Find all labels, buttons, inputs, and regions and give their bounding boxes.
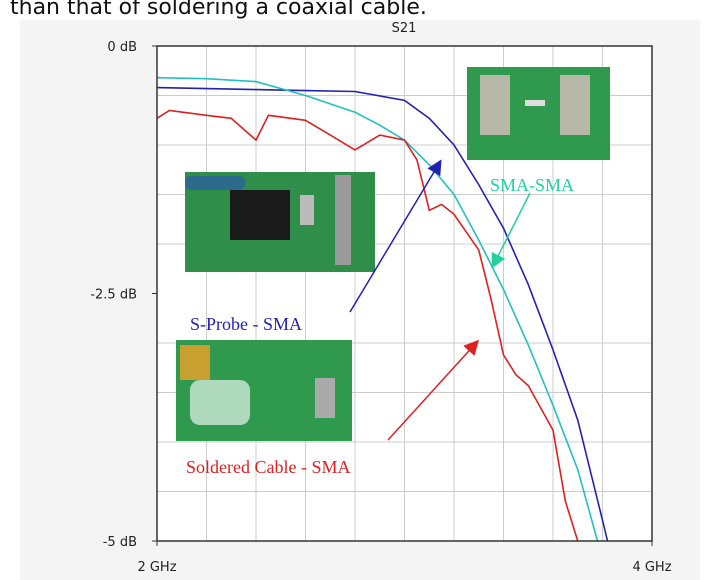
x-tick-label: 2 GHz xyxy=(137,560,176,575)
arrow xyxy=(387,339,480,441)
arrow xyxy=(491,192,531,269)
series-line xyxy=(156,109,579,542)
chart-title: S21 xyxy=(392,21,417,36)
photo-probe xyxy=(185,172,375,272)
y-tick-label: -2.5 dB xyxy=(90,288,137,303)
x-tick-label: 4 GHz xyxy=(632,560,671,575)
annotation: SMA-SMA xyxy=(490,175,574,195)
annotation: Soldered Cable - SMA xyxy=(186,457,350,477)
arrow xyxy=(349,159,442,313)
series-line xyxy=(156,86,609,542)
y-tick-label: 0 dB xyxy=(107,40,137,55)
y-tick-label: -5 dB xyxy=(103,535,137,550)
caption: than that of soldering a coaxial cable. xyxy=(10,0,427,20)
plot-frame xyxy=(156,45,653,542)
annotation: S-Probe - SMA xyxy=(190,314,302,334)
photo-cable xyxy=(176,340,352,441)
photo-filter xyxy=(467,67,610,160)
